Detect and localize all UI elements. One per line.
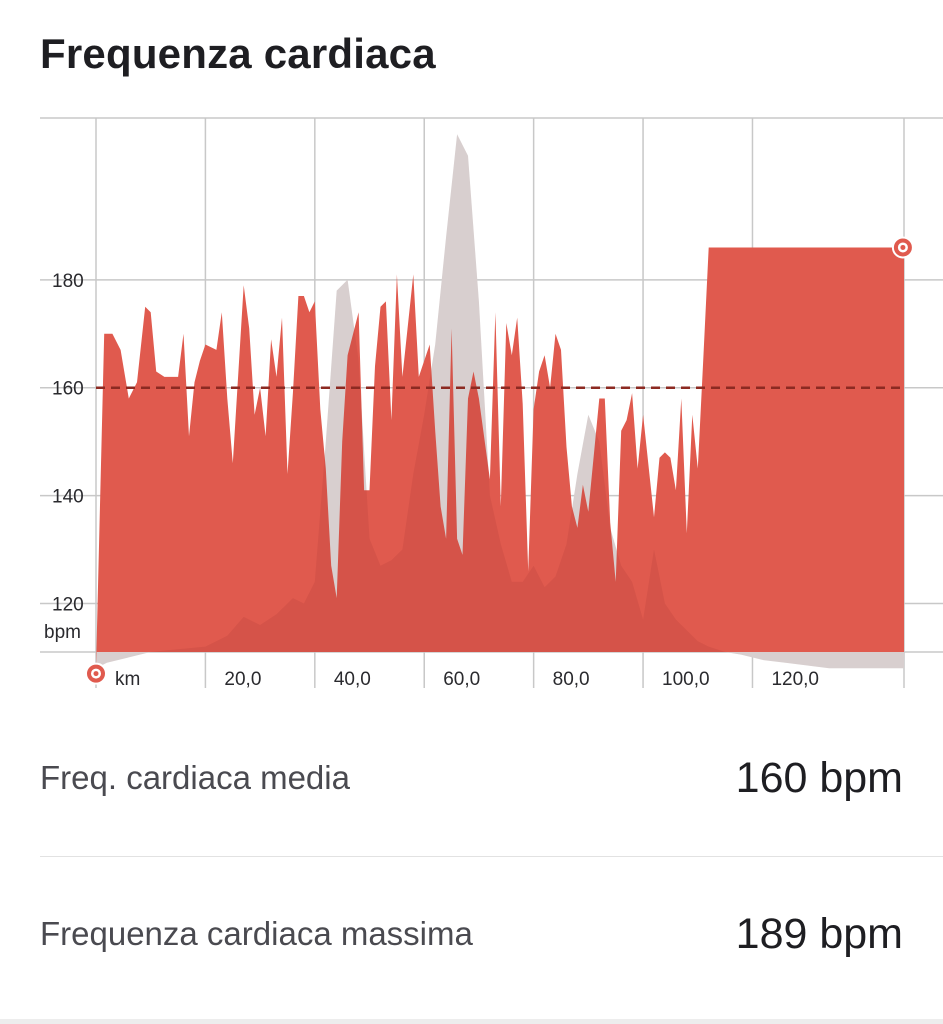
y-axis-unit-label: bpm: [44, 622, 81, 643]
page-title: Frequenza cardiaca: [40, 30, 436, 77]
avg-heart-rate-row: Freq. cardiaca media 160 bpm: [40, 748, 903, 808]
x-axis-unit-label: km: [115, 669, 140, 690]
bottom-bar: [0, 1019, 943, 1024]
x-tick-label-2: 60,0: [443, 669, 480, 690]
x-tick-label-0: 20,0: [224, 669, 261, 690]
y-tick-label-140: 140: [52, 487, 84, 508]
avg-heart-rate-value: 160 bpm: [735, 753, 903, 802]
chart-areas: [96, 134, 904, 669]
y-tick-label-120: 120: [52, 594, 84, 615]
x-tick-label-4: 100,0: [662, 669, 710, 690]
max-heart-rate-value: 189 bpm: [735, 909, 903, 958]
heart-rate-area: [96, 247, 904, 669]
start-marker-dot: [93, 671, 99, 677]
y-tick-label-160: 160: [52, 379, 84, 400]
end-marker-dot: [900, 244, 906, 250]
chart-overlay: [85, 236, 914, 685]
avg-heart-rate-label: Freq. cardiaca media: [40, 759, 350, 796]
y-tick-label-180: 180: [52, 271, 84, 292]
x-tick-label-3: 80,0: [553, 669, 590, 690]
x-tick-label-1: 40,0: [334, 669, 371, 690]
max-heart-rate-row: Frequenza cardiaca massima 189 bpm: [40, 904, 903, 964]
x-tick-label-5: 120,0: [771, 669, 819, 690]
heart-rate-chart: 120 140 160 180 bpm km 20,0 40,0 60,0 80,0 100,0 12…: [40, 117, 943, 690]
elevation-shade: [96, 134, 904, 669]
chart-labels: 120 140 160 180 bpm km 20,0 40,0 60,0 80,0 100,0 12…: [44, 271, 819, 690]
stats-divider: [40, 856, 943, 857]
max-heart-rate-label: Frequenza cardiaca massima: [40, 915, 473, 952]
